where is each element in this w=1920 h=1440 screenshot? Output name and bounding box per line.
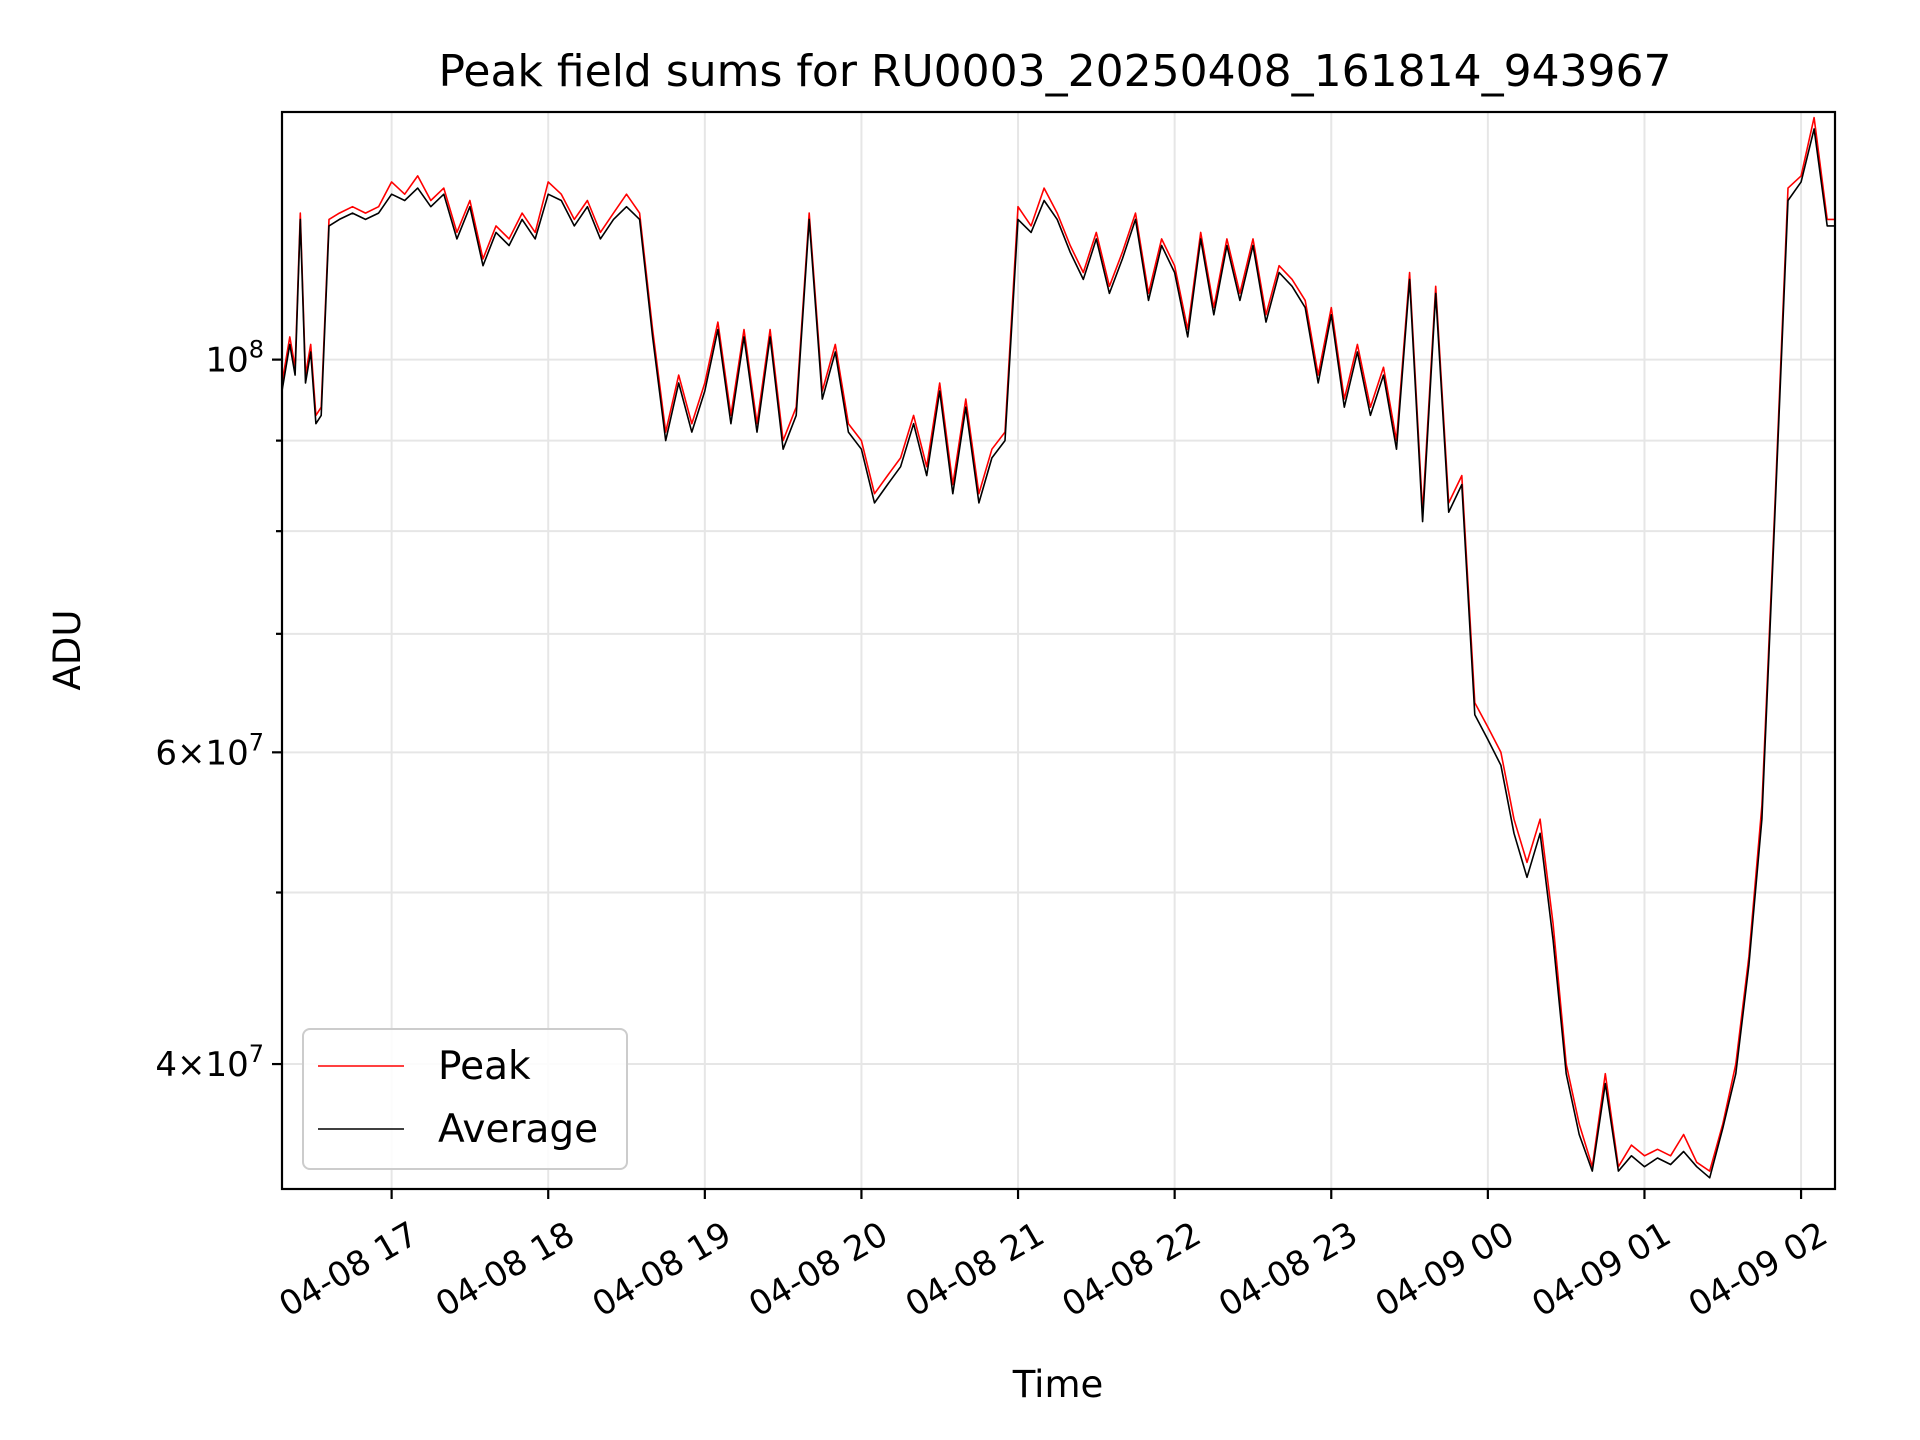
gridlines <box>282 112 1835 1189</box>
x-axis-label: Time <box>1012 1363 1104 1406</box>
legend: Peak Average <box>302 1028 628 1170</box>
y-tick-label: 6×107 <box>155 728 264 773</box>
series-lines <box>282 116 1835 1179</box>
series-line-peak <box>282 116 1835 1172</box>
legend-average-label: Average <box>438 1107 598 1152</box>
y-tick-label: 108 <box>205 336 264 381</box>
legend-box <box>302 1028 628 1170</box>
y-tick-label: 4×107 <box>155 1040 264 1085</box>
chart-title: Peak field sums for RU0003_20250408_1618… <box>438 46 1671 97</box>
plot-frame <box>280 110 1837 1191</box>
series-line-average <box>282 128 1835 1179</box>
legend-peak-label: Peak <box>438 1044 531 1089</box>
y-axis-label: ADU <box>46 610 89 691</box>
